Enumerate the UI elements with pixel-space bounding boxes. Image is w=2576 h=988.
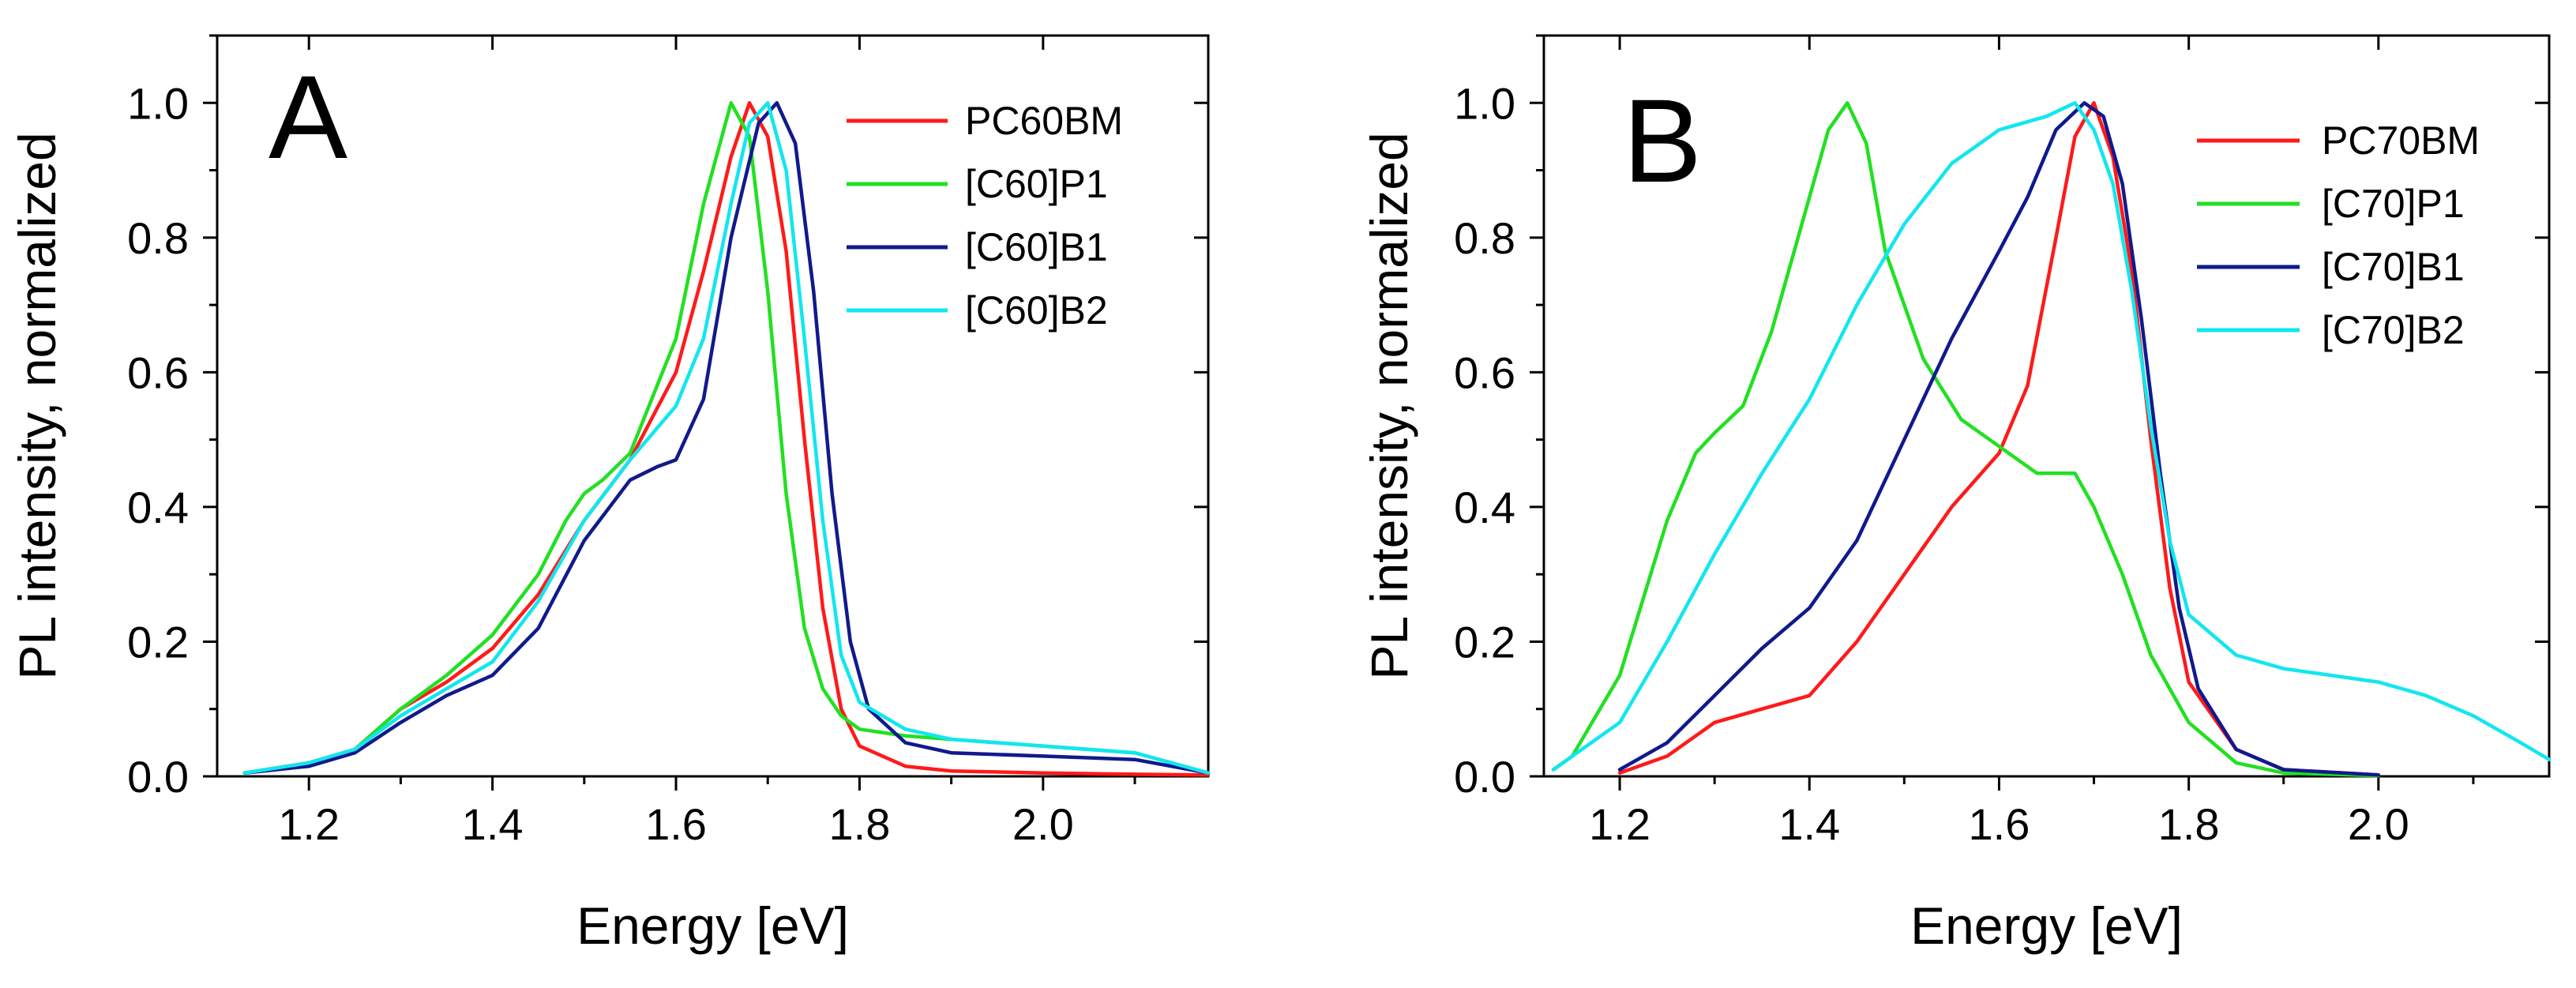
series-line-c70b2 <box>1551 101 2552 772</box>
series-line-c70p1 <box>1551 101 2381 778</box>
x-tick-label: 1.2 <box>278 799 340 849</box>
series-line-pc60bm <box>242 101 1211 777</box>
y-tick-label: 0.2 <box>1454 617 1515 667</box>
y-tick-label: 0.8 <box>1454 213 1515 263</box>
x-tick-label: 1.6 <box>1969 799 2030 849</box>
x-tick-label: 2.0 <box>1012 799 1074 849</box>
series-line-c60b1 <box>242 101 1211 775</box>
x-tick-label: 1.4 <box>462 799 524 849</box>
y-tick-label: 1.0 <box>1454 78 1515 128</box>
legend-label: [C60]B2 <box>965 288 1108 332</box>
legend-label: [C70]P1 <box>2322 182 2465 226</box>
x-tick-label: 1.8 <box>828 799 890 849</box>
y-axis-title: PL intensity, normalized <box>1360 132 1418 679</box>
legend-label: [C60]B1 <box>965 225 1108 269</box>
y-tick-label: 0.6 <box>1454 347 1515 397</box>
y-tick-label: 0.6 <box>127 347 189 397</box>
series-line-c70b1 <box>1617 101 2381 777</box>
panel-letter: A <box>268 51 347 183</box>
series-line-pc70bm <box>1617 101 2381 777</box>
x-tick-label: 2.0 <box>2348 799 2409 849</box>
plot-frame <box>216 34 1210 778</box>
panel-a: 1.2 1.4 1.6 1.8 2.0 0.0 0.2 0.4 0.6 0.8 1.0 Energy … <box>8 34 1211 955</box>
panel-letter: B <box>1623 74 1702 207</box>
x-tick-label: 1.2 <box>1589 799 1650 849</box>
y-tick-label: 1.0 <box>127 78 189 128</box>
legend-label: PC70BM <box>2322 118 2480 163</box>
x-axis-title: Energy [eV] <box>1910 896 2183 955</box>
y-tick-label: 0.0 <box>1454 752 1515 802</box>
legend-label: PC60BM <box>965 99 1123 143</box>
panel-b: 1.2 1.4 1.6 1.8 2.0 0.0 0.2 0.4 0.6 0.8 1.0 Energy … <box>1360 34 2552 955</box>
y-tick-label: 0.4 <box>1454 483 1515 532</box>
x-tick-label: 1.8 <box>2158 799 2220 849</box>
legend-label: [C60]P1 <box>965 162 1108 206</box>
x-tick-label: 1.4 <box>1778 799 1840 849</box>
y-tick-label: 0.8 <box>127 213 189 263</box>
x-axis-title: Energy [eV] <box>576 896 849 955</box>
series-line-c60b2 <box>242 101 1211 775</box>
plot-frame <box>1542 34 2551 778</box>
legend-label: [C70]B1 <box>2322 245 2465 289</box>
y-axis-title: PL intensity, normalized <box>8 132 66 679</box>
y-tick-label: 0.2 <box>127 617 189 667</box>
y-tick-label: 0.0 <box>127 752 189 802</box>
legend-label: [C70]B2 <box>2322 308 2465 352</box>
y-tick-label: 0.4 <box>127 483 189 532</box>
x-tick-label: 1.6 <box>645 799 707 849</box>
